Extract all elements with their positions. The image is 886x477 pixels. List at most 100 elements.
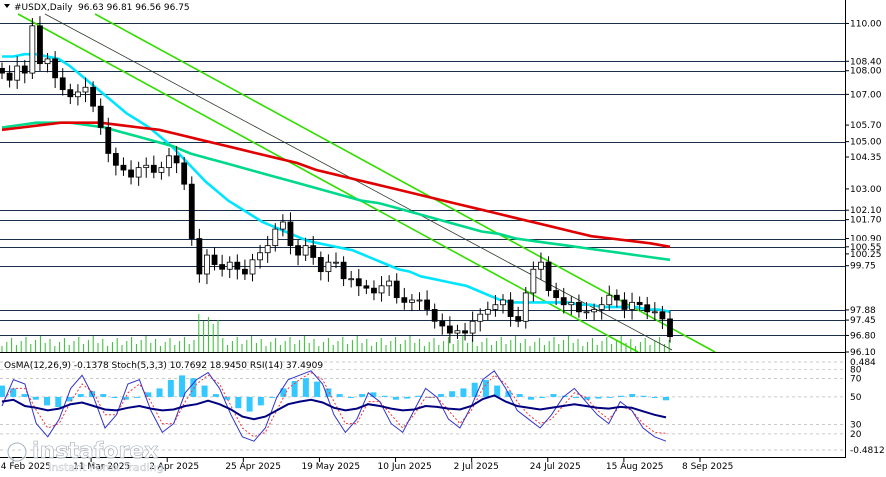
osma-bar (359, 394, 366, 397)
candle-body (462, 330, 468, 334)
indicator-label: 70 (850, 374, 862, 384)
osma-bar (482, 379, 489, 397)
osma-bar (77, 394, 84, 397)
moving-averages (1, 52, 671, 314)
candle-body (14, 65, 21, 81)
price-label-box (847, 64, 884, 77)
price-label: 102.10 (850, 206, 882, 216)
osma-bar (167, 379, 174, 397)
osma-bar (190, 378, 197, 397)
price-label-box (847, 213, 884, 226)
osma-bar (291, 381, 298, 397)
candle-body (90, 86, 96, 107)
candle-body (128, 169, 134, 178)
candle-body (363, 285, 370, 289)
osma-bar (32, 396, 39, 400)
indicator-label: -0.4812 (850, 446, 885, 456)
candle-body (591, 309, 597, 313)
candle-body (21, 65, 28, 74)
osma-bar (302, 378, 309, 397)
candle-body (317, 257, 324, 273)
candle-body (287, 221, 294, 247)
candle-body (560, 297, 567, 306)
candle-body (454, 330, 461, 334)
time-label: 2 Jul 2025 (454, 462, 499, 472)
time-label: 10 Jun 2025 (378, 462, 432, 472)
channel-lower-line (17, 13, 639, 353)
candles (0, 16, 673, 344)
candle-body (348, 278, 355, 281)
candle-body (325, 261, 332, 273)
osma-bar (246, 396, 253, 412)
indicator-label: 50 (850, 393, 862, 403)
candle-body (598, 304, 605, 310)
candle-body (522, 292, 529, 322)
candle-body (446, 325, 453, 334)
price-label-box (847, 204, 884, 217)
osma-bar (44, 396, 51, 406)
candle-body (143, 164, 150, 169)
time-label: 8 Sep 2025 (682, 462, 733, 472)
osma-bar (584, 396, 591, 400)
osma-bar (0, 385, 5, 397)
candle-body (583, 311, 590, 314)
osma-bar (392, 396, 399, 400)
candle-body (621, 299, 628, 310)
indicator-label: 80 (850, 366, 862, 376)
candle-body (629, 301, 635, 310)
rsi-line (1, 394, 667, 421)
osma-bar (494, 385, 501, 397)
ma_mid-line (1, 121, 671, 262)
price-label-box (847, 259, 884, 272)
candle-body (219, 264, 226, 270)
candle-body (644, 304, 651, 313)
osma-bar (572, 396, 579, 399)
price-label: 103.00 (850, 185, 882, 195)
osma-bar (10, 388, 17, 397)
osma-bar (224, 396, 231, 400)
osma-bar (663, 396, 669, 401)
osma-bar (156, 388, 163, 397)
candle-body (120, 164, 127, 171)
dropdown-triangle-icon[interactable] (4, 4, 10, 8)
price-label: 110.00 (850, 19, 882, 29)
candle-body (173, 155, 180, 164)
osma-bar (280, 388, 287, 397)
candle-body (112, 153, 119, 166)
price-label: 105.00 (850, 138, 882, 148)
candle-body (439, 320, 446, 327)
candle-body (310, 245, 317, 258)
watermark-tagline: Instant Forex Trading (48, 461, 164, 474)
candle-body (279, 221, 286, 230)
candle-body (181, 162, 188, 185)
candle-body (371, 287, 377, 294)
osma-bar (381, 395, 388, 397)
osma-bar (66, 396, 73, 402)
time-label: 25 Apr 2025 (225, 462, 281, 472)
indicator-pane (0, 361, 846, 451)
osma-bar (111, 396, 118, 399)
stoch_main-line (1, 370, 667, 442)
candle-body (59, 77, 66, 91)
price-label: 107.00 (850, 90, 882, 100)
price-label-box (847, 17, 884, 30)
price-label-box (847, 303, 884, 316)
symbol-title: #USDX,Daily (14, 3, 73, 13)
time-label: 15 Aug 2025 (606, 462, 664, 472)
candle-body (37, 25, 43, 65)
candle-body (378, 285, 385, 294)
candle-body (226, 261, 233, 270)
osma-bar (437, 394, 444, 397)
osma-bar (415, 395, 422, 397)
price-label: 96.80 (850, 331, 876, 341)
candle-body (166, 155, 172, 169)
candle-body (606, 294, 613, 306)
candle-body (52, 58, 59, 79)
osma-bar (21, 394, 28, 397)
price-label-box (847, 88, 884, 101)
osma-bar (471, 382, 478, 397)
candle-body (6, 72, 13, 81)
candle-body (393, 280, 400, 299)
osma-bar (179, 375, 186, 397)
